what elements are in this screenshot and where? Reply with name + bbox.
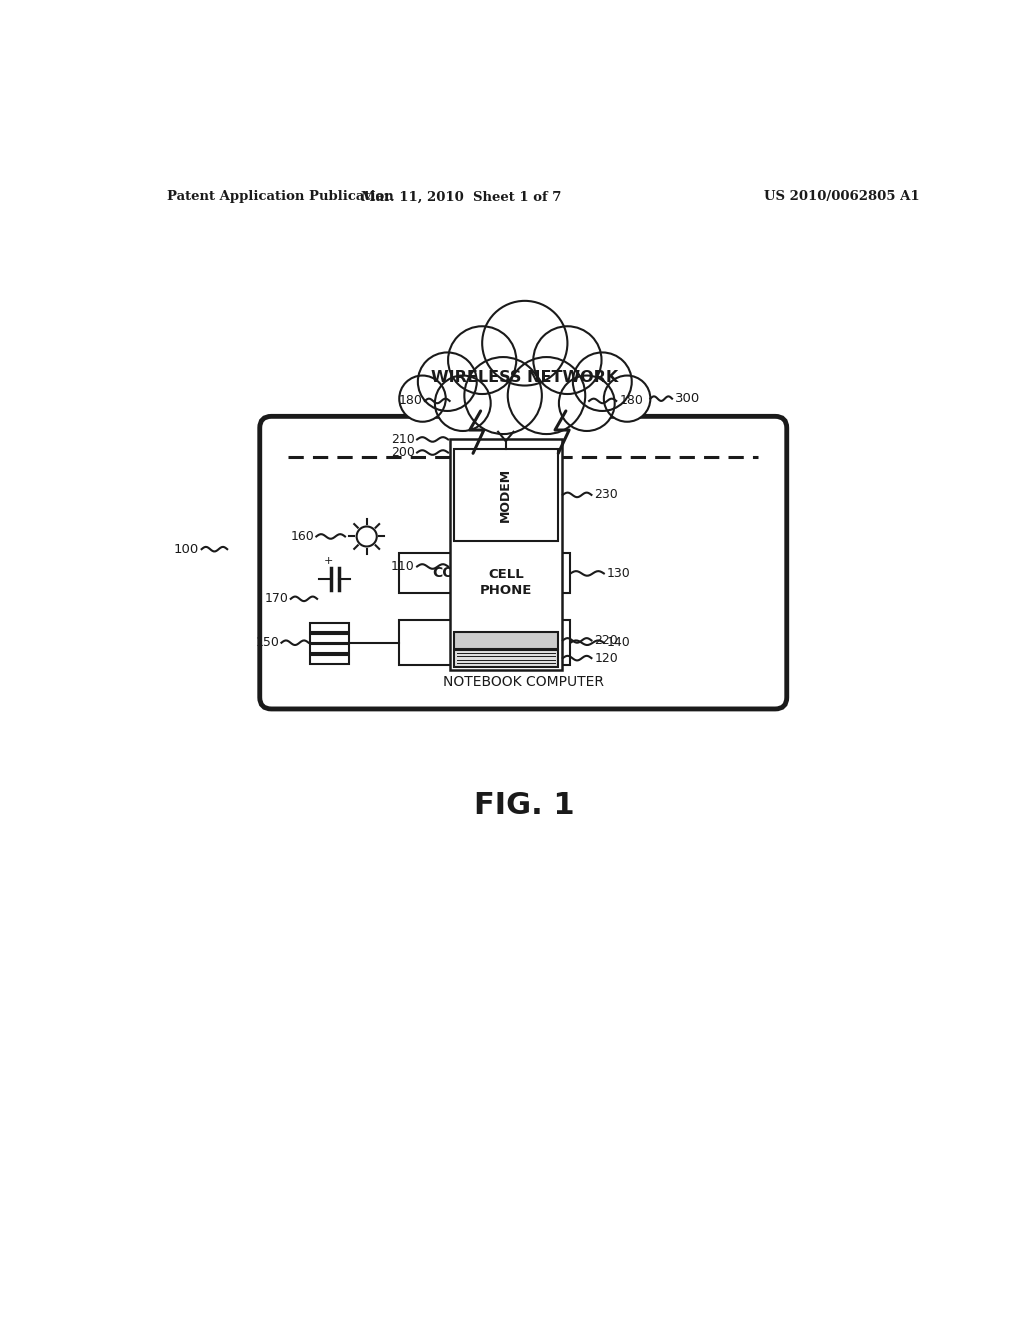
Circle shape (534, 326, 601, 395)
Circle shape (449, 326, 516, 395)
Circle shape (604, 376, 650, 422)
Circle shape (399, 376, 445, 422)
Text: 140: 140 (607, 636, 631, 649)
Text: 230: 230 (595, 488, 618, 502)
Circle shape (572, 352, 632, 411)
Circle shape (559, 375, 614, 430)
Circle shape (418, 352, 477, 411)
Bar (310, 634, 349, 643)
Text: CONTROLLER: CONTROLLER (432, 566, 537, 581)
Text: 100: 100 (174, 543, 200, 556)
Bar (454, 632, 558, 649)
Bar (310, 644, 349, 653)
Circle shape (435, 375, 490, 430)
Bar (399, 620, 569, 665)
Text: CELL
PHONE: CELL PHONE (479, 568, 532, 597)
Text: 170: 170 (264, 593, 289, 606)
Bar (454, 449, 558, 541)
Text: 120: 120 (595, 652, 618, 665)
Bar (310, 655, 349, 664)
Circle shape (464, 358, 542, 434)
Text: 220: 220 (595, 634, 618, 647)
Text: WIRELESS NETWORK: WIRELESS NETWORK (431, 371, 618, 385)
Bar (450, 440, 562, 671)
Text: MODEM: MODEM (500, 467, 512, 521)
Text: +: + (324, 556, 334, 566)
Text: 180: 180 (398, 395, 423, 408)
Text: 200: 200 (391, 446, 415, 459)
Bar (399, 553, 569, 594)
Text: US 2010/0062805 A1: US 2010/0062805 A1 (764, 190, 920, 203)
Text: NOTEBOOK COMPUTER: NOTEBOOK COMPUTER (442, 675, 604, 689)
Bar (454, 649, 558, 667)
Circle shape (482, 301, 567, 385)
Bar (310, 623, 349, 632)
Text: 130: 130 (607, 566, 631, 579)
Text: 210: 210 (391, 433, 415, 446)
Text: Patent Application Publication: Patent Application Publication (167, 190, 393, 203)
Text: 110: 110 (391, 560, 415, 573)
Text: 160: 160 (290, 529, 314, 543)
Text: 300: 300 (675, 392, 700, 405)
Text: 180: 180 (621, 395, 644, 408)
FancyBboxPatch shape (260, 416, 786, 709)
Text: AUDIO
SYSTEM: AUDIO SYSTEM (453, 627, 516, 659)
Circle shape (508, 358, 586, 434)
Text: 150: 150 (255, 636, 280, 649)
Text: Mar. 11, 2010  Sheet 1 of 7: Mar. 11, 2010 Sheet 1 of 7 (361, 190, 561, 203)
Text: FIG. 1: FIG. 1 (474, 791, 575, 820)
